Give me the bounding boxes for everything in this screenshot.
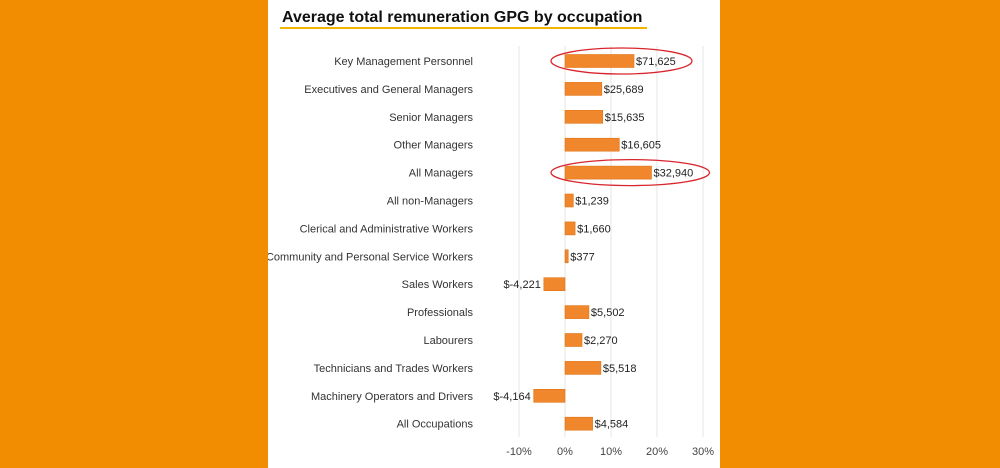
bar xyxy=(564,249,569,264)
highlight-ellipse xyxy=(550,47,693,75)
category-label: Other Managers xyxy=(394,140,474,152)
category-label: Labourers xyxy=(423,335,473,347)
bar xyxy=(564,165,652,180)
category-label: Community and Personal Service Workers xyxy=(268,251,473,263)
category-label: All non-Managers xyxy=(387,196,474,208)
data-label: $25,689 xyxy=(604,84,644,96)
bar xyxy=(564,193,574,208)
category-label: Machinery Operators and Drivers xyxy=(311,391,474,403)
data-label: $32,940 xyxy=(653,168,693,180)
category-label: All Managers xyxy=(409,168,474,180)
title-underline xyxy=(280,27,647,29)
x-tick-label: 0% xyxy=(557,446,573,458)
bar xyxy=(564,137,620,152)
data-label: $-4,164 xyxy=(493,391,530,403)
data-label: $1,239 xyxy=(575,196,609,208)
bar xyxy=(543,277,566,292)
data-label: $5,518 xyxy=(603,363,637,375)
data-label: $15,635 xyxy=(605,112,645,124)
data-label: $5,502 xyxy=(591,307,625,319)
bar xyxy=(564,221,576,236)
data-label: $-4,221 xyxy=(504,279,541,291)
bar xyxy=(564,305,590,319)
bar xyxy=(564,54,635,68)
bar xyxy=(564,110,604,124)
chart-panel: -10% 0% 10% 20% 30% Key Management Personnel $… xyxy=(268,0,720,468)
category-label: Senior Managers xyxy=(389,112,473,124)
chart-title: Average total remuneration GPG by occupa… xyxy=(282,9,642,26)
data-label: $4,584 xyxy=(595,419,629,431)
x-tick-label: 20% xyxy=(646,446,668,458)
category-label: Executives and General Managers xyxy=(304,84,473,96)
bar-chart: -10% 0% 10% 20% 30% Key Management Personnel $… xyxy=(268,9,714,458)
bar xyxy=(564,361,602,375)
data-label: $2,270 xyxy=(584,335,618,347)
data-label: $377 xyxy=(570,251,594,263)
data-label: $16,605 xyxy=(621,140,661,152)
data-label: $1,660 xyxy=(577,223,611,235)
category-label: Key Management Personnel xyxy=(334,56,473,68)
x-tick-label: 30% xyxy=(692,446,714,458)
category-label: Professionals xyxy=(407,307,474,319)
bar xyxy=(533,388,566,403)
bar xyxy=(564,333,583,347)
bar xyxy=(564,416,593,431)
x-tick-label: -10% xyxy=(506,446,532,458)
data-label: $71,625 xyxy=(636,56,676,68)
highlight-ellipse xyxy=(550,158,711,187)
category-label: Sales Workers xyxy=(402,279,474,291)
category-label: Clerical and Administrative Workers xyxy=(300,223,474,235)
bar xyxy=(564,82,603,96)
category-label: All Occupations xyxy=(397,419,474,431)
x-tick-label: 10% xyxy=(600,446,622,458)
category-label: Technicians and Trades Workers xyxy=(314,363,474,375)
